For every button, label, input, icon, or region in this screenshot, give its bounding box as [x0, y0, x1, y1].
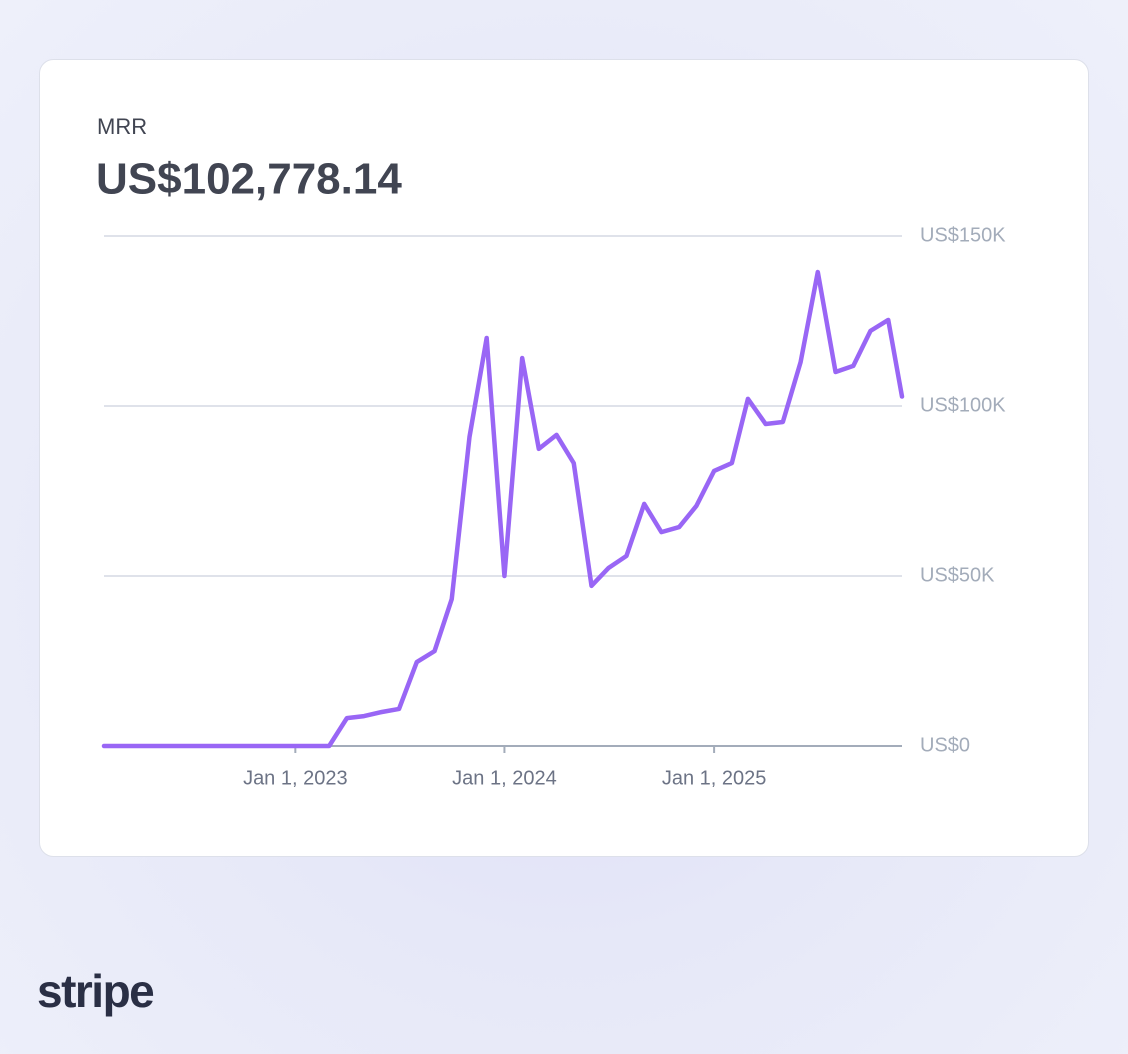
y-tick-label: US$100K	[920, 394, 1006, 416]
y-tick-label: US$50K	[920, 564, 995, 586]
chart-subtitle: US$102,778.14	[96, 155, 402, 204]
x-tick-label: Jan 1, 2023	[243, 767, 348, 789]
card	[39, 59, 1089, 857]
y-tick-label: US$0	[920, 734, 970, 756]
logo: stripe	[37, 965, 154, 1017]
y-tick-label: US$150K	[920, 224, 1006, 246]
x-tick-label: Jan 1, 2025	[662, 767, 767, 789]
data-line	[101, 269, 905, 749]
chart-title: MRR	[97, 114, 147, 139]
x-tick-label: Jan 1, 2024	[452, 767, 557, 789]
